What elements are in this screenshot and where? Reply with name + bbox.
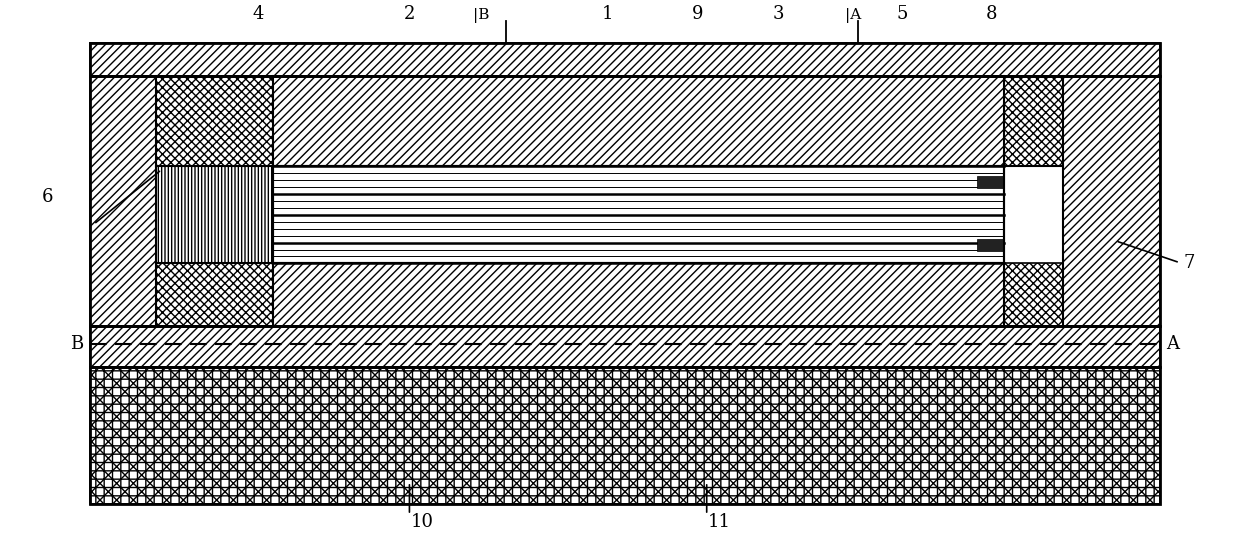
Bar: [155, 166, 273, 263]
Text: 5: 5: [897, 4, 908, 23]
Bar: [89, 367, 1161, 504]
Bar: [155, 76, 273, 166]
Bar: [89, 76, 155, 326]
Bar: [155, 263, 273, 326]
Bar: [273, 76, 1004, 166]
Bar: [977, 176, 1004, 187]
Bar: [1004, 76, 1064, 166]
Text: 8: 8: [986, 4, 997, 23]
Bar: [89, 43, 1161, 76]
Bar: [273, 166, 1004, 263]
Bar: [89, 43, 1161, 76]
Text: B: B: [71, 335, 83, 352]
Bar: [89, 326, 1161, 367]
Bar: [89, 367, 1161, 504]
Bar: [1064, 76, 1161, 326]
Bar: [977, 239, 1004, 251]
Text: |A: |A: [844, 8, 861, 23]
Text: 10: 10: [410, 514, 433, 531]
Text: |B: |B: [474, 8, 490, 23]
Bar: [89, 367, 1161, 504]
Bar: [89, 76, 1161, 326]
Text: 4: 4: [253, 4, 264, 23]
Text: A: A: [1167, 335, 1179, 352]
Text: 9: 9: [692, 4, 704, 23]
Bar: [273, 263, 1004, 326]
Text: 7: 7: [1183, 254, 1195, 271]
Bar: [89, 326, 1161, 367]
Text: 3: 3: [773, 4, 784, 23]
Bar: [1004, 263, 1064, 326]
Text: 2: 2: [404, 4, 415, 23]
Text: 1: 1: [601, 4, 614, 23]
Text: 11: 11: [708, 514, 730, 531]
Text: 6: 6: [42, 188, 53, 206]
